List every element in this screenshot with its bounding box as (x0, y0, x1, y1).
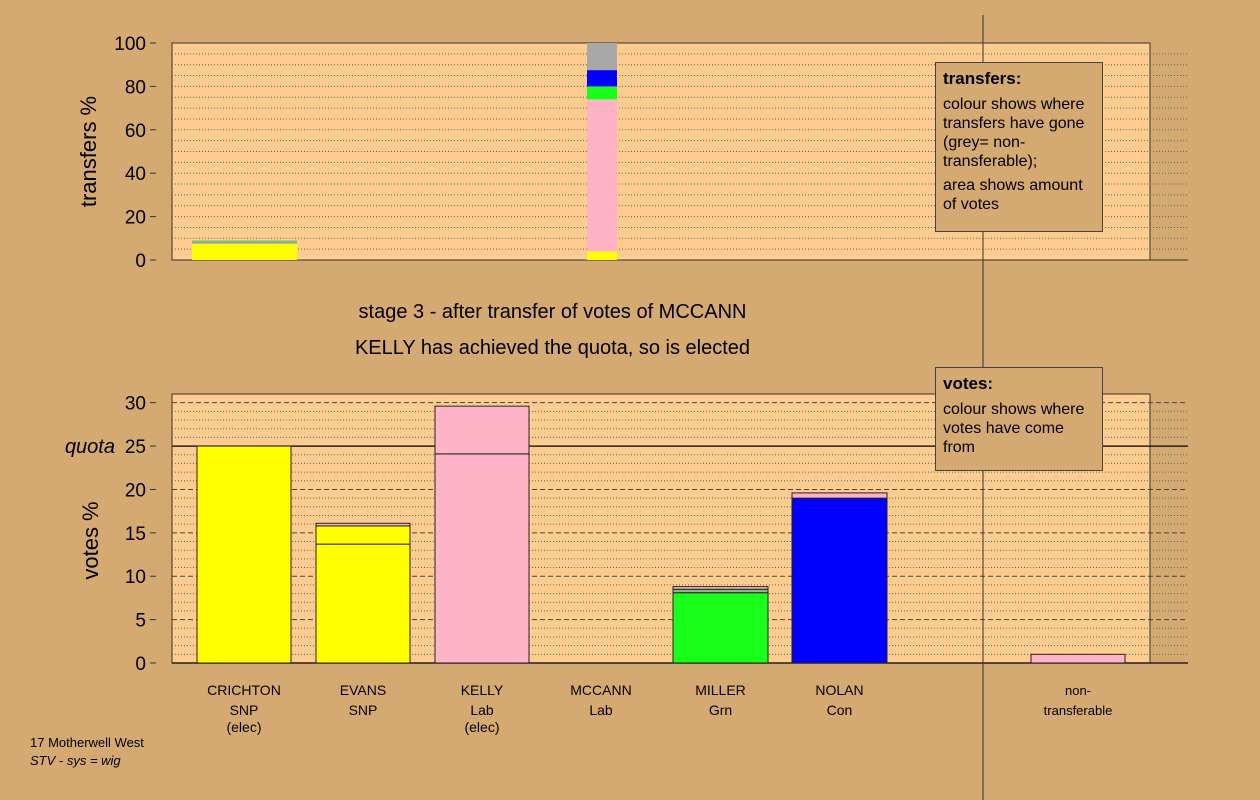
votes-y-tick-label: 20 (125, 480, 146, 501)
votes-legend-title: votes: (943, 374, 994, 393)
votes-bar-segment (1030, 653, 1126, 664)
candidate-name-label: MCCANN (570, 682, 631, 698)
candidate-party-label: Con (827, 702, 853, 718)
quota-label: quota (65, 436, 115, 458)
transfers-y-tick-label: 20 (125, 208, 146, 229)
votes-bar-segment (791, 492, 888, 499)
candidate-party-label: transferable (1044, 703, 1113, 718)
candidate-party-label: SNP (230, 702, 259, 718)
votes-y-tick-label: 5 (135, 611, 146, 632)
candidate-party-label: Grn (709, 702, 732, 718)
constituency-label: 17 Motherwell West (30, 735, 144, 750)
candidate-name-label: NOLAN (815, 682, 863, 698)
votes-bar-segment (434, 453, 530, 664)
votes-bar-segment (672, 586, 769, 590)
votes-y-tick-label: 25 (125, 437, 146, 458)
votes-bar-segment (196, 445, 292, 664)
votes-y-tick-label: 15 (125, 524, 146, 545)
votes-bar-segment (434, 405, 530, 455)
votes-bar-segment (672, 588, 769, 594)
transfers-bar-segment (192, 243, 297, 260)
candidate-status-label: (elec) (226, 719, 261, 735)
votes-bar-segment (315, 522, 411, 527)
votes-legend-text: colour shows where votes have come from (943, 401, 1085, 456)
candidate-name-label: EVANS (340, 682, 386, 698)
votes-bar-segment (315, 543, 411, 664)
transfers-bar-segment (587, 251, 617, 260)
votes-y-axis-label: votes % (78, 501, 103, 579)
transfers-y-tick-label: 80 (125, 77, 146, 98)
votes-y-tick-label: 0 (135, 654, 146, 675)
candidate-party-label: Lab (470, 702, 494, 718)
candidate-name-label: non- (1065, 683, 1091, 698)
transfers-bar-segment (587, 70, 617, 87)
system-label: STV - sys = wig (30, 753, 121, 768)
transfers-bar-segment (587, 43, 617, 71)
transfers-legend-text-2: area shows amount of votes (943, 177, 1083, 213)
transfers-y-tick-label: 0 (135, 251, 146, 272)
transfers-bar-segment (587, 99, 617, 252)
votes-bar-segment (672, 592, 769, 664)
transfers-legend: transfers: colour shows where transfers … (935, 62, 1103, 232)
transfers-y-axis-label: transfers % (76, 96, 101, 207)
transfers-y-tick-label: 100 (114, 34, 146, 55)
transfers-y-tick-label: 60 (125, 121, 146, 142)
transfers-legend-text-1: colour shows where transfers have gone (… (943, 96, 1085, 170)
votes-y-tick-label: 10 (125, 567, 146, 588)
candidate-name-label: KELLY (461, 682, 504, 698)
candidate-name-label: CRICHTON (207, 682, 281, 698)
transfers-y-tick-label: 40 (125, 164, 146, 185)
votes-bar-segment (315, 525, 411, 545)
candidate-status-label: (elec) (464, 719, 499, 735)
result-caption: KELLY has achieved the quota, so is elec… (354, 337, 751, 359)
candidate-name-label: MILLER (695, 682, 746, 698)
transfers-bar-segment (587, 86, 617, 100)
votes-legend: votes: colour shows where votes have com… (935, 367, 1103, 471)
votes-y-tick-label: 30 (125, 394, 146, 415)
candidate-party-label: Lab (589, 702, 613, 718)
transfers-bar-segment (192, 240, 297, 244)
stage-caption: stage 3 - after transfer of votes of MCC… (358, 301, 747, 323)
transfers-legend-title: transfers: (943, 69, 1022, 88)
votes-bar-segment (791, 497, 888, 664)
candidate-party-label: SNP (349, 702, 378, 718)
